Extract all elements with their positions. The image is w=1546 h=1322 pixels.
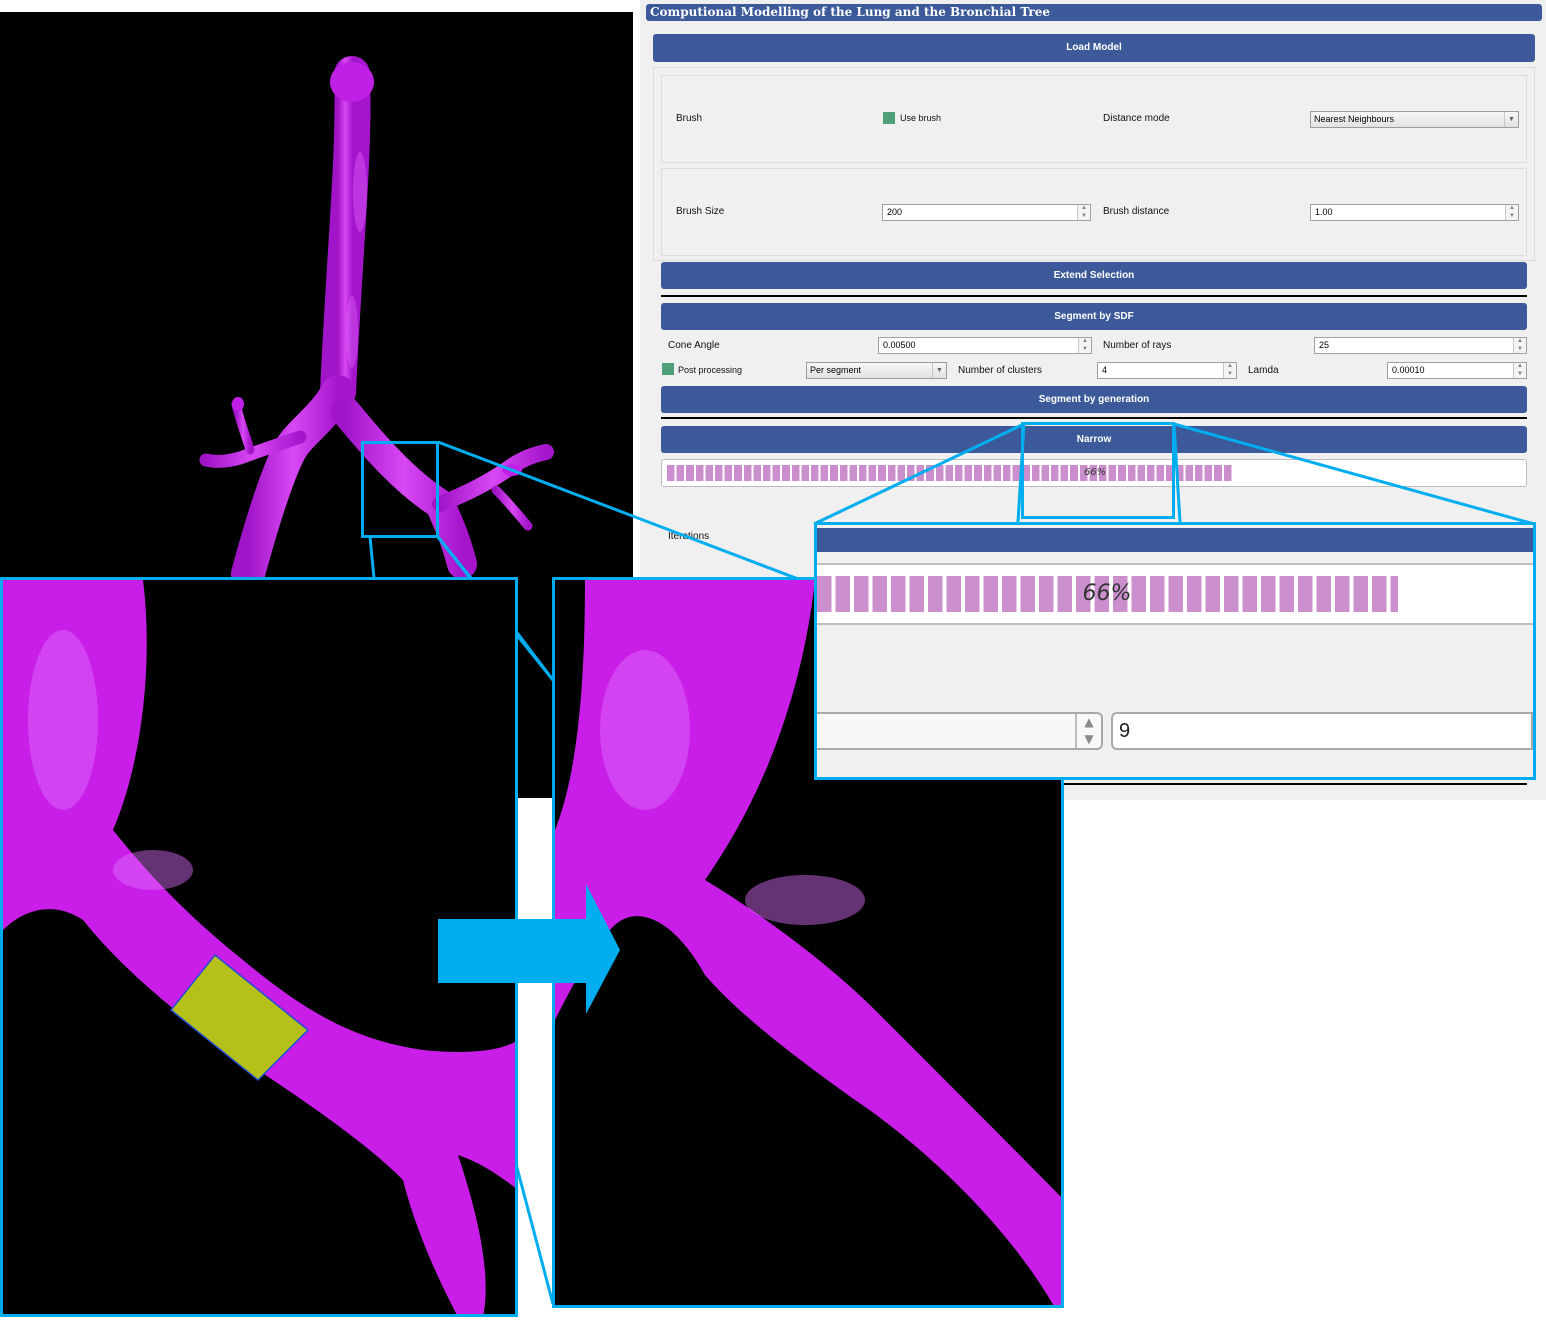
number-of-rays-value: 25 bbox=[1319, 340, 1330, 350]
brush-distance-spinbox[interactable]: 1.00 ▲ ▼ bbox=[1310, 204, 1519, 221]
bronchial-tree-mesh bbox=[199, 56, 554, 591]
chevron-down-icon: ▼ bbox=[1504, 112, 1518, 127]
cone-angle-label: Cone Angle bbox=[668, 340, 720, 351]
progress-region-box bbox=[1021, 422, 1175, 519]
cone-angle-value: 0.00500 bbox=[883, 340, 916, 350]
separator-line bbox=[661, 295, 1527, 297]
lamda-label: Lamda bbox=[1248, 365, 1279, 376]
iterations-input[interactable]: 9 bbox=[1111, 712, 1533, 750]
extend-selection-button[interactable]: Extend Selection bbox=[661, 262, 1527, 289]
brush-distance-label: Brush distance bbox=[1103, 206, 1170, 217]
zoom-before bbox=[0, 577, 518, 1317]
lamda-value: 0.00010 bbox=[1392, 365, 1425, 375]
brush-distance-value: 1.00 bbox=[1315, 207, 1333, 217]
selection-region-box bbox=[361, 441, 439, 538]
spin-arrows-icon[interactable]: ▲ ▼ bbox=[1077, 205, 1090, 220]
arrow-right-icon bbox=[438, 884, 620, 1014]
cone-angle-spinbox[interactable]: 0.00500 ▲ ▼ bbox=[878, 337, 1092, 354]
brush-size-label: Brush Size bbox=[676, 206, 725, 217]
use-brush-checkbox[interactable] bbox=[883, 112, 895, 124]
separator-line bbox=[1060, 783, 1527, 785]
spin-arrows-icon[interactable]: ▲ ▼ bbox=[1513, 363, 1526, 378]
zoom-progress-detail: 66% ▲ ▼ 9 bbox=[814, 522, 1536, 780]
brush-size-value: 200 bbox=[887, 207, 903, 217]
progress-bar-zoom: 66% bbox=[817, 563, 1533, 625]
spin-arrows-icon[interactable]: ▲ ▼ bbox=[1078, 338, 1091, 353]
number-of-clusters-value: 4 bbox=[1102, 365, 1108, 375]
spinbox-zoom: ▲ ▼ bbox=[817, 712, 1103, 750]
distance-mode-label: Distance mode bbox=[1103, 113, 1170, 124]
lamda-spinbox[interactable]: 0.00010 ▲ ▼ bbox=[1387, 362, 1527, 379]
load-model-button[interactable]: Load Model bbox=[653, 34, 1535, 62]
number-of-rays-spinbox[interactable]: 25 ▲ ▼ bbox=[1314, 337, 1527, 354]
zoom-after bbox=[552, 577, 1064, 1308]
progress-text: 66% bbox=[1083, 467, 1107, 478]
number-of-clusters-label: Number of clusters bbox=[958, 365, 1042, 376]
panel-title: Computional Modelling of the Lung and th… bbox=[646, 4, 1542, 21]
progress-fill-zoom bbox=[817, 576, 1398, 612]
post-processing-label: Post processing bbox=[678, 365, 743, 375]
number-of-clusters-spinbox[interactable]: 4 ▲ ▼ bbox=[1097, 362, 1237, 379]
post-processing-select[interactable]: Per segment ▼ bbox=[806, 362, 947, 379]
spin-arrows-icon[interactable]: ▲ ▼ bbox=[1505, 205, 1518, 220]
spin-arrows-icon: ▲ ▼ bbox=[1075, 714, 1101, 748]
brush-size-spinbox[interactable]: 200 ▲ ▼ bbox=[882, 204, 1091, 221]
mesh-zoom-before bbox=[3, 580, 515, 1314]
narrow-button[interactable]: Narrow bbox=[661, 426, 1527, 453]
segment-by-sdf-button[interactable]: Segment by SDF bbox=[661, 303, 1527, 330]
number-of-rays-label: Number of rays bbox=[1103, 340, 1172, 351]
separator-line bbox=[661, 417, 1527, 419]
progress-fill bbox=[667, 465, 1232, 481]
spin-arrows-icon[interactable]: ▲ ▼ bbox=[1223, 363, 1236, 378]
chevron-down-icon: ▼ bbox=[932, 363, 946, 378]
post-processing-checkbox[interactable] bbox=[662, 363, 674, 375]
use-brush-label: Use brush bbox=[900, 113, 942, 123]
segment-by-generation-button[interactable]: Segment by generation bbox=[661, 386, 1527, 413]
progress-text-zoom: 66% bbox=[1082, 581, 1132, 606]
distance-mode-select[interactable]: Nearest Neighbours ▼ bbox=[1310, 111, 1519, 128]
mesh-zoom-after bbox=[555, 580, 1061, 1305]
spin-arrows-icon[interactable]: ▲ ▼ bbox=[1513, 338, 1526, 353]
narrow-button-zoom bbox=[817, 528, 1533, 552]
brush-label: Brush bbox=[676, 113, 703, 124]
distance-mode-value: Nearest Neighbours bbox=[1314, 114, 1395, 124]
per-segment-value: Per segment bbox=[810, 365, 862, 375]
